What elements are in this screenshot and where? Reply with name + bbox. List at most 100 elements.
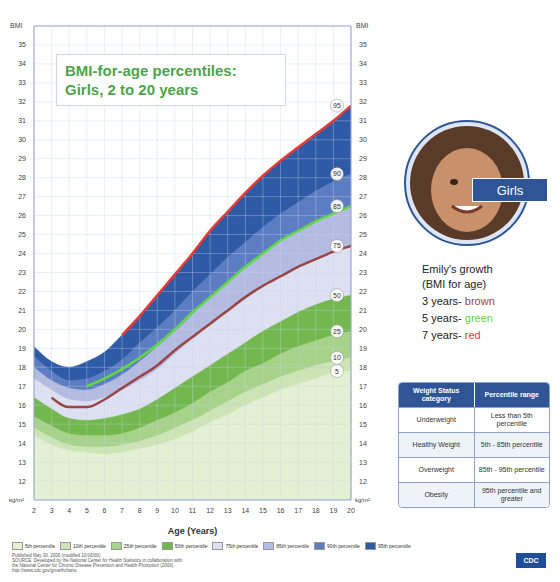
svg-text:26: 26 [359,212,367,219]
svg-text:23: 23 [18,269,26,276]
svg-text:5: 5 [335,368,339,375]
svg-text:16: 16 [277,507,285,514]
svg-text:18: 18 [18,364,26,371]
svg-text:13: 13 [359,459,367,466]
html-text:CDC: CDC [523,557,539,564]
svg-text:9: 9 [155,507,159,514]
svg-text:29: 29 [359,155,367,162]
svg-text:14: 14 [18,440,26,447]
svg-text:17: 17 [18,383,26,390]
svg-text:21: 21 [359,307,367,314]
svg-text:85: 85 [333,203,341,210]
html-text:BMI-for-age percentiles:: BMI-for-age percentiles: [65,62,237,79]
svg-text:10: 10 [171,507,179,514]
svg-text:28: 28 [359,174,367,181]
svg-text:14: 14 [359,440,367,447]
svg-text:31: 31 [18,117,26,124]
svg-text:27: 27 [18,193,26,200]
svg-text:95: 95 [333,102,341,109]
svg-text:25: 25 [359,231,367,238]
html-text:Girls, 2 to 20 years: Girls, 2 to 20 years [65,81,199,98]
html-text:5 years- green: 5 years- green [422,312,493,324]
svg-text:17: 17 [294,507,302,514]
svg-text:11: 11 [189,507,196,514]
svg-text:24: 24 [18,250,26,257]
svg-text:34: 34 [359,60,367,67]
html-text:Less than 5th percentile: Less than 5th percentile [490,412,533,427]
svg-text:13: 13 [224,507,232,514]
svg-text:17: 17 [359,383,367,390]
svg-text:28: 28 [18,174,26,181]
html-text:BMI: BMI [10,22,23,29]
svg-text:31: 31 [359,117,367,124]
html-text:Weight Status category: Weight Status category [413,387,460,402]
svg-text:20: 20 [18,326,26,333]
html-text:75th percentile: 75th percentile [225,542,259,549]
svg-text:15: 15 [259,507,267,514]
svg-text:32: 32 [18,98,26,105]
svg-text:75: 75 [333,242,341,249]
html-text:BMI: BMI [356,22,369,29]
svg-text:12: 12 [206,507,214,514]
svg-text:30: 30 [18,136,26,143]
svg-text:33: 33 [359,79,367,86]
html-text:Emily's growth: Emily's growth [422,263,493,275]
svg-text:29: 29 [18,155,26,162]
svg-text:34: 34 [18,60,26,67]
svg-text:32: 32 [359,98,367,105]
svg-text:33: 33 [18,79,26,86]
svg-text:30: 30 [359,136,367,143]
html-text:(BMI for age): (BMI for age) [422,278,487,290]
svg-text:22: 22 [18,288,26,295]
svg-text:50: 50 [333,292,341,299]
html-text:10th percentile: 10th percentile [73,542,106,549]
svg-text:2: 2 [32,507,36,514]
svg-text:20: 20 [359,326,367,333]
svg-text:12: 12 [359,478,367,485]
svg-text:14: 14 [241,507,249,514]
svg-text:90: 90 [333,170,341,177]
svg-text:16: 16 [359,402,367,409]
svg-text:Age (Years): Age (Years) [168,526,218,536]
html-text:90th percentile: 90th percentile [327,542,360,549]
svg-text:15: 15 [359,421,367,428]
html-text:25th percentile: 25th percentile [123,542,157,549]
svg-text:4: 4 [67,507,71,514]
svg-text:18: 18 [312,507,320,514]
svg-text:19: 19 [18,345,26,352]
svg-text:3: 3 [50,507,54,514]
svg-text:19: 19 [359,345,367,352]
html-text:Underweight: Underweight [416,416,456,423]
svg-text:15: 15 [18,421,26,428]
svg-text:12: 12 [18,478,26,485]
html-text:3 years- brown: 3 years- brown [422,295,495,307]
svg-text:18: 18 [359,364,367,371]
svg-text:7: 7 [120,507,124,514]
html-text:50th percentile: 50th percentile [174,542,208,549]
svg-text:10: 10 [333,354,341,361]
html-text:7 years- red: 7 years- red [422,329,481,341]
html-text:95th percentile: 95th percentile [377,542,411,549]
svg-text:19: 19 [329,507,337,514]
html-text:85th percentile: 85th percentile [276,542,310,549]
svg-text:8: 8 [138,507,142,514]
html-text:5th percentile: 5th percentile [25,542,55,549]
html-text:95th percentile and greater: 95th percentile and greater [482,487,542,502]
svg-text:25: 25 [333,328,341,335]
svg-text:27: 27 [359,193,367,200]
svg-text:25: 25 [18,231,26,238]
svg-text:26: 26 [18,212,26,219]
svg-text:20: 20 [347,507,355,514]
svg-text:16: 16 [18,402,26,409]
svg-text:21: 21 [18,307,26,314]
svg-text:6: 6 [102,507,106,514]
svg-text:35: 35 [359,41,367,48]
svg-text:23: 23 [359,269,367,276]
html-text:Girls: Girls [496,182,524,198]
svg-text:13: 13 [18,459,26,466]
html-text:Percentile range: Percentile range [484,391,539,398]
svg-text:5: 5 [85,507,89,514]
svg-text:24: 24 [359,250,367,257]
svg-text:22: 22 [359,288,367,295]
svg-text:35: 35 [18,41,26,48]
